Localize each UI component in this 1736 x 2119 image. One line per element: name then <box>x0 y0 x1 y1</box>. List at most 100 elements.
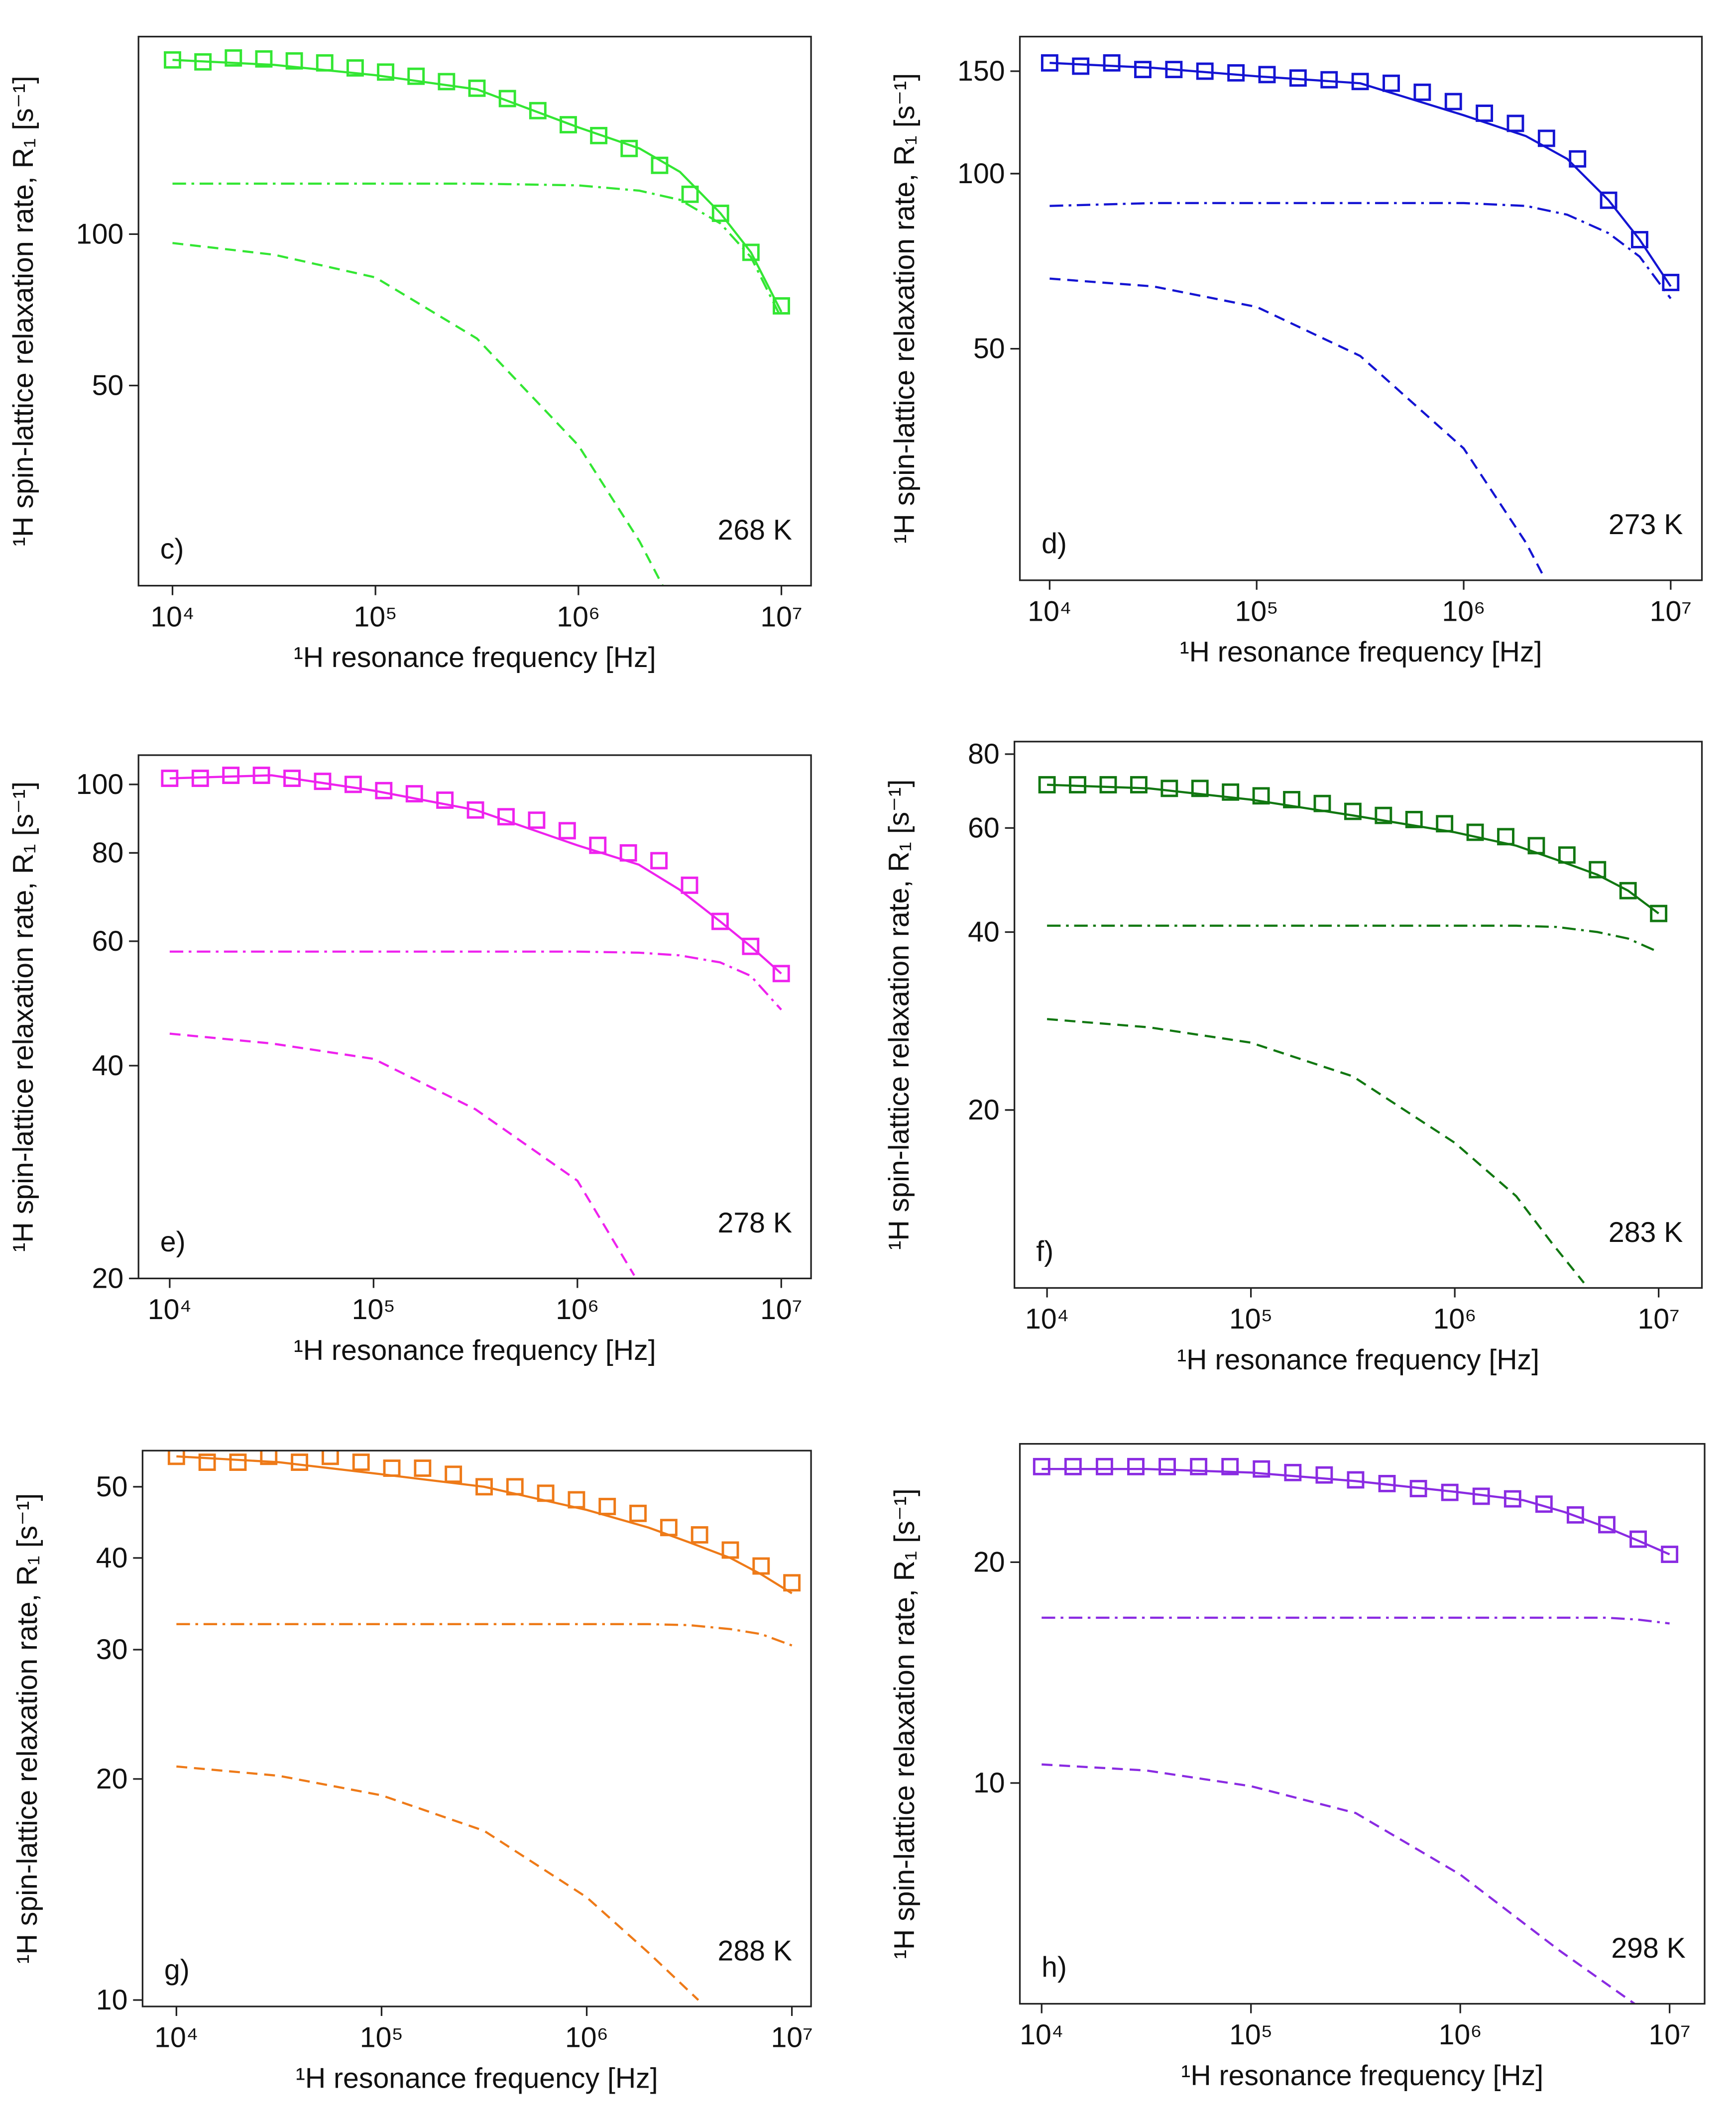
x-tick-label: 10⁷ <box>771 2022 812 2054</box>
fit-curve <box>1047 783 1659 914</box>
x-tick-label: 10⁴ <box>150 601 194 633</box>
data-point <box>1033 1457 1050 1475</box>
y-tick-label: 60 <box>92 925 124 957</box>
fit-curve <box>1046 1018 1585 1284</box>
temperature-label: 298 K <box>1611 1932 1685 1964</box>
temperature-label: 283 K <box>1609 1217 1683 1248</box>
fit-curve <box>1049 62 1672 287</box>
x-axis-label: ¹H resonance frequency [Hz] <box>1180 636 1542 668</box>
data-point <box>321 1450 339 1465</box>
data-point <box>711 205 729 222</box>
y-tick-label: 50 <box>96 1471 128 1503</box>
data-point <box>1476 105 1494 122</box>
data-point <box>497 808 515 826</box>
data-point <box>1099 776 1117 793</box>
fit-curve <box>1042 1467 1670 1556</box>
x-tick-label: 10⁶ <box>556 1294 599 1326</box>
x-axis-label: ¹H resonance frequency [Hz] <box>1177 1344 1539 1376</box>
y-axis-label: ¹H spin-lattice relaxation rate, R₁ [s⁻¹… <box>883 780 915 1250</box>
plot-frame <box>1019 1443 1706 2005</box>
plot-frame <box>1014 741 1703 1289</box>
data-point <box>1160 780 1178 797</box>
data-point <box>1283 791 1300 808</box>
data-point <box>225 49 242 67</box>
data-point <box>1661 1546 1679 1563</box>
data-point <box>438 73 456 91</box>
data-point <box>1190 1457 1208 1475</box>
plot-area <box>1041 54 1680 575</box>
data-point <box>1315 1466 1333 1484</box>
y-tick-label: 60 <box>968 812 1000 844</box>
panel-label: g) <box>164 1954 190 1986</box>
fit-curve <box>176 1765 699 2001</box>
data-point <box>377 63 394 81</box>
data-point <box>229 1453 247 1471</box>
y-tick-label: 100 <box>76 769 123 800</box>
data-point <box>1558 846 1576 864</box>
y-tick-label: 30 <box>96 1634 128 1666</box>
plot-area <box>1038 776 1668 1284</box>
data-point <box>407 67 425 85</box>
fit-curve <box>1049 277 1544 575</box>
temperature-label: 268 K <box>718 514 792 546</box>
data-point <box>1252 787 1270 805</box>
x-tick-label: 10⁶ <box>565 2022 608 2054</box>
y-tick-label: 40 <box>96 1542 128 1574</box>
fit-curve <box>1042 1616 1670 1625</box>
x-tick-label: 10⁶ <box>557 601 600 633</box>
x-axis-label: ¹H resonance frequency [Hz] <box>296 2062 658 2094</box>
data-point <box>650 852 668 870</box>
data-point <box>783 1574 801 1592</box>
panel-label: e) <box>160 1226 186 1258</box>
data-point <box>1662 274 1680 291</box>
fit-curve <box>172 59 783 313</box>
y-tick-label: 50 <box>92 370 124 402</box>
x-tick-label: 10⁵ <box>1229 2019 1273 2051</box>
y-tick-label: 100 <box>957 158 1005 190</box>
plot-frame <box>137 754 812 1279</box>
y-tick-label: 40 <box>92 1050 124 1082</box>
data-point <box>1405 811 1423 828</box>
data-point <box>1221 1457 1239 1475</box>
data-point <box>629 1504 647 1522</box>
x-tick-label: 10⁶ <box>1442 595 1485 627</box>
data-point <box>568 1491 585 1509</box>
data-point <box>1284 1463 1302 1481</box>
x-tick-label: 10⁶ <box>1439 2019 1482 2051</box>
fit-curve <box>176 1455 793 1594</box>
data-point <box>1650 904 1668 922</box>
data-point <box>558 822 576 840</box>
data-point <box>1619 882 1637 899</box>
x-axis-label: ¹H resonance frequency [Hz] <box>294 1335 656 1366</box>
data-point <box>1629 1530 1647 1548</box>
data-point <box>1127 1457 1145 1475</box>
data-point <box>772 965 790 983</box>
x-tick-label: 10⁵ <box>354 601 397 633</box>
y-tick-label: 20 <box>96 1763 128 1795</box>
y-tick-label: 20 <box>92 1262 124 1294</box>
data-point <box>560 116 577 134</box>
data-point <box>1383 74 1400 92</box>
data-point <box>1095 1457 1113 1475</box>
data-point <box>1313 794 1331 812</box>
x-tick-label: 10⁴ <box>1028 595 1071 627</box>
data-point <box>598 1498 616 1515</box>
y-tick-label: 80 <box>968 738 1000 770</box>
y-tick-label: 150 <box>957 55 1005 87</box>
data-point <box>466 801 484 819</box>
data-point <box>1351 73 1369 91</box>
data-point <box>1566 1506 1584 1524</box>
data-point <box>260 1450 278 1465</box>
data-point <box>445 1465 463 1483</box>
data-point <box>681 876 698 894</box>
plot-area <box>161 767 790 1276</box>
y-axis-label: ¹H spin-lattice relaxation rate, R₁ [s⁻¹… <box>7 781 39 1252</box>
data-point <box>681 185 699 203</box>
temperature-label: 288 K <box>718 1935 792 1967</box>
fit-curve <box>1042 1763 1635 2004</box>
y-tick-label: 100 <box>76 218 123 250</box>
x-tick-label: 10⁴ <box>154 2022 198 2054</box>
y-tick-label: 80 <box>92 837 124 869</box>
